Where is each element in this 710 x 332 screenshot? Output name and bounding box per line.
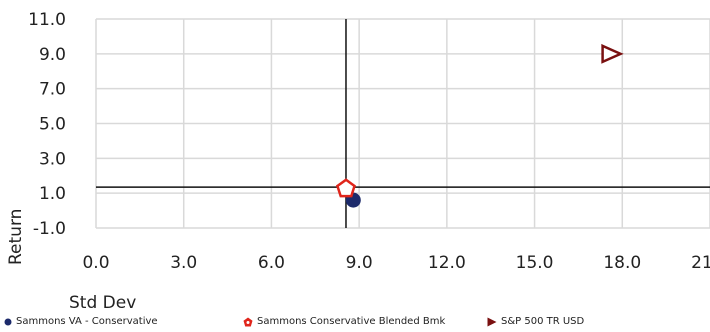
y-tick-label: 5.0 <box>39 115 66 135</box>
grid-lines <box>95 18 710 229</box>
legend-label-sp500: S&P 500 TR USD <box>501 316 585 327</box>
x-tick-label: 21.0 <box>691 253 710 273</box>
y-tick-labels: 11.0 9.0 7.0 5.0 3.0 1.0 -1.0 <box>28 10 66 239</box>
x-tick-labels: 0.0 3.0 6.0 9.0 12.0 15.0 18.0 21.0 <box>82 253 710 273</box>
data-point-2 <box>601 43 624 64</box>
x-tick-label: 3.0 <box>170 253 197 273</box>
y-tick-label: 7.0 <box>39 80 66 100</box>
y-axis-title: Return <box>6 209 26 265</box>
y-tick-label: -1.0 <box>33 219 66 239</box>
x-tick-label: 18.0 <box>603 253 641 273</box>
data-point-1 <box>335 178 356 198</box>
x-axis-title: Std Dev <box>69 293 136 313</box>
x-tick-label: 9.0 <box>346 253 373 273</box>
x-tick-label: 12.0 <box>428 253 466 273</box>
legend-item-benchmark: Sammons Conservative Blended Bmk <box>243 316 445 327</box>
x-tick-label: 15.0 <box>516 253 554 273</box>
circle-marker-icon <box>4 318 12 325</box>
legend-label-benchmark: Sammons Conservative Blended Bmk <box>257 316 446 327</box>
y-tick-label: 9.0 <box>39 45 66 65</box>
legend-item-sp500: S&P 500 TR USD <box>487 316 584 327</box>
data-points <box>335 43 624 208</box>
legend: Sammons VA - Conservative Sammons Conser… <box>0 316 710 332</box>
x-tick-label: 6.0 <box>258 253 285 273</box>
triangle-marker-icon <box>487 317 497 326</box>
x-tick-label: 0.0 <box>82 253 109 273</box>
y-tick-label: 11.0 <box>28 10 66 30</box>
y-tick-label: 1.0 <box>39 184 66 204</box>
legend-label-fund: Sammons VA - Conservative <box>16 316 158 327</box>
pentagon-marker-icon <box>243 317 253 326</box>
scatter-chart: 11.0 9.0 7.0 5.0 3.0 1.0 -1.0 0.0 3.0 6.0 9.0 12.0… <box>6 10 710 313</box>
y-tick-label: 3.0 <box>39 149 66 169</box>
legend-item-fund: Sammons VA - Conservative <box>4 316 158 327</box>
